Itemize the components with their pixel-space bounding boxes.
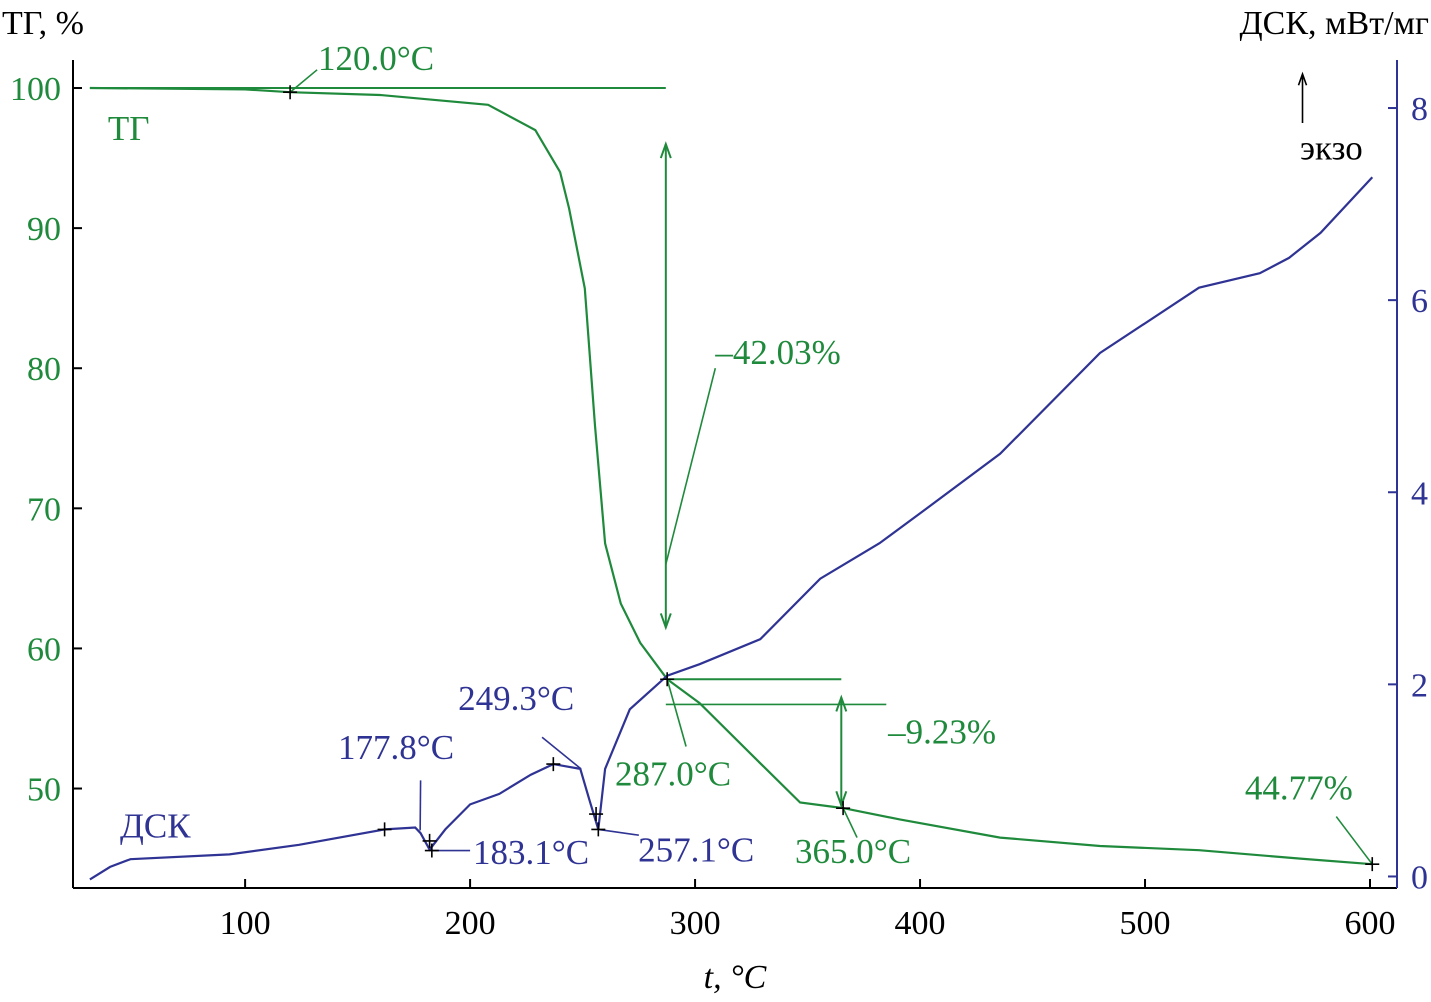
mass-loss-arrow-1-heads xyxy=(659,141,672,631)
annotation-label: 183.1°C xyxy=(473,833,589,872)
annotation-label: 120.0°C xyxy=(318,39,434,78)
x-tick-label: 600 xyxy=(1345,905,1396,942)
point-marker xyxy=(660,672,675,687)
y-left-tick-label: 60 xyxy=(27,631,61,668)
x-tick-label: 500 xyxy=(1120,905,1171,942)
point-marker xyxy=(424,843,439,858)
y-right-tick-label: 4 xyxy=(1411,475,1428,512)
leader-line xyxy=(541,736,582,770)
y-left-tick-label: 70 xyxy=(27,491,61,528)
point-marker xyxy=(591,822,606,837)
leader-line xyxy=(666,679,687,747)
leader-line xyxy=(665,368,717,565)
leader-line xyxy=(842,807,858,838)
y-left-axis-title: ТГ, % xyxy=(2,5,84,42)
y-left-tick-label: 90 xyxy=(27,211,61,248)
annotation-label: 249.3°C xyxy=(458,679,574,718)
y-left-tick-label: 100 xyxy=(10,71,61,108)
x-tick-label: 100 xyxy=(220,905,271,942)
annotation-label: 44.77% xyxy=(1245,769,1353,808)
annotation-label: 177.8°C xyxy=(338,728,454,767)
annotation-label: 257.1°C xyxy=(638,830,754,869)
y-right-tick-label: 8 xyxy=(1411,91,1428,128)
point-marker xyxy=(422,833,437,848)
y-right-tick-label: 0 xyxy=(1411,859,1428,896)
x-tick-label: 200 xyxy=(445,905,496,942)
point-marker xyxy=(546,757,561,772)
point-marker xyxy=(589,807,604,822)
leader-line xyxy=(289,69,318,93)
annotation-label: –42.03% xyxy=(714,333,840,372)
annotation-label: 365.0°C xyxy=(795,832,911,871)
leader-line xyxy=(1335,816,1373,865)
y-right-tick-label: 6 xyxy=(1411,283,1428,320)
y-right-axis-title: ДСК, мВт/мг xyxy=(1239,5,1429,42)
point-marker xyxy=(1365,857,1380,872)
x-tick-label: 300 xyxy=(670,905,721,942)
annotation-label: 287.0°C xyxy=(615,755,731,794)
y-left-tick-label: 80 xyxy=(27,351,61,388)
series-dsc-line xyxy=(89,176,1374,881)
y-left-tick-label: 50 xyxy=(27,772,61,809)
x-axis-title: t, °C xyxy=(704,959,767,996)
mass-loss-arrow-2-heads xyxy=(835,694,848,809)
series-tg-line xyxy=(89,86,1373,866)
annotation-label: экзо xyxy=(1300,128,1363,167)
point-marker xyxy=(836,801,851,816)
point-marker xyxy=(283,85,298,100)
exo-arrow-icon xyxy=(1297,71,1308,124)
annotation-label: ДСК xyxy=(120,807,191,846)
leader-line xyxy=(598,828,639,836)
point-marker xyxy=(377,822,392,837)
annotation-label: ТГ xyxy=(108,109,150,148)
x-tick-label: 400 xyxy=(895,905,946,942)
annotation-label: –9.23% xyxy=(887,713,996,752)
y-right-tick-label: 2 xyxy=(1411,667,1428,704)
